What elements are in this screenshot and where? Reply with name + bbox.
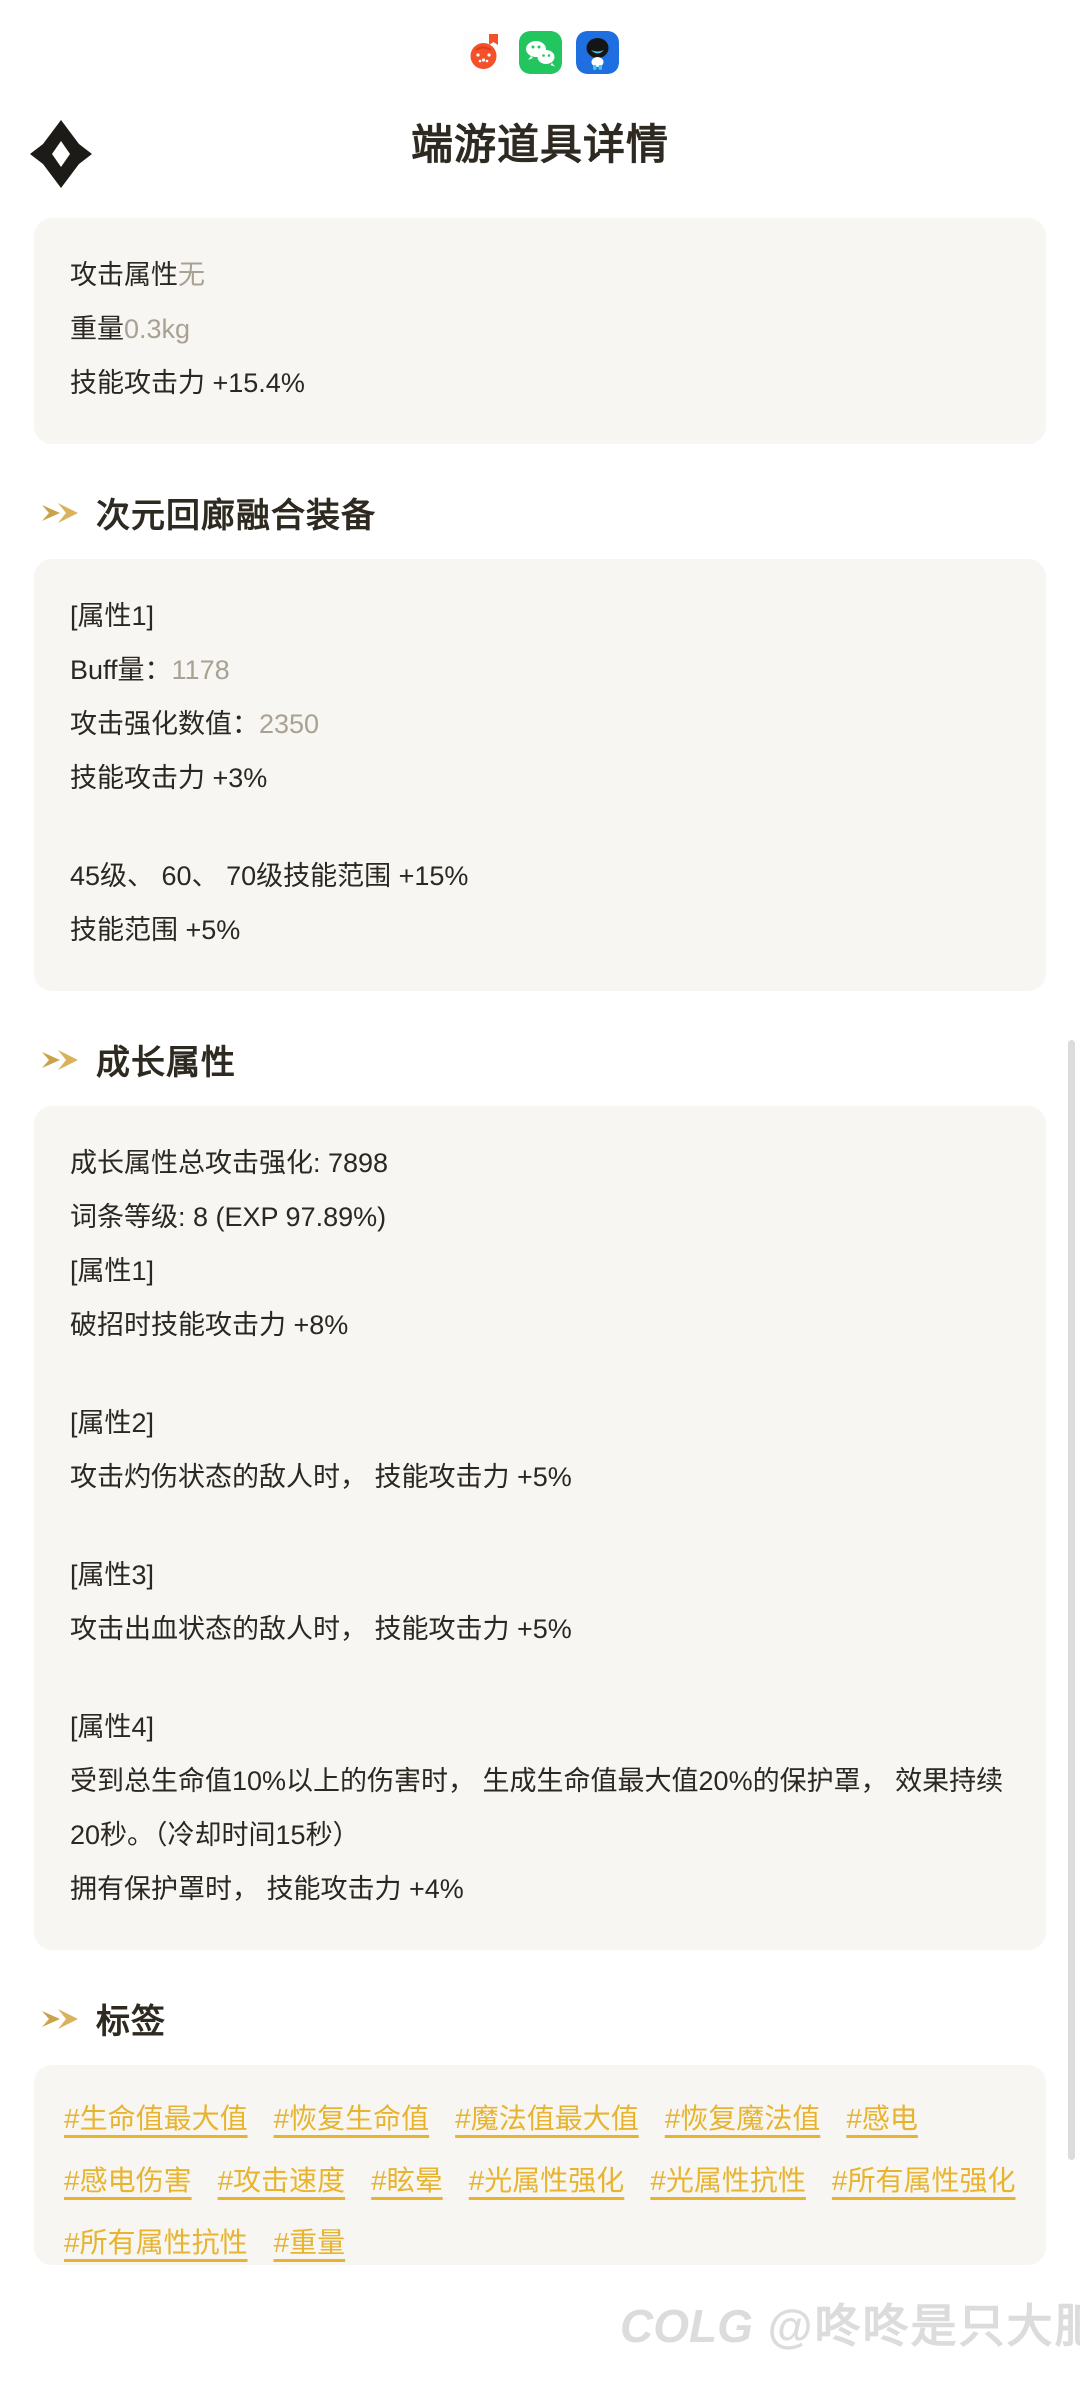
section-header-tags: 标签 (40, 1994, 1080, 2043)
attribute-label: 45级、 60、 70级技能范围 +15% (70, 861, 469, 891)
attribute-label: [属性1] (70, 1256, 155, 1286)
attribute-line: 技能攻击力 +3% (70, 751, 1010, 805)
attribute-value: 无 (178, 260, 205, 290)
tag-chip[interactable]: #重量 (273, 2227, 346, 2258)
block-spacer (70, 1504, 1010, 1548)
base-attributes-card: 攻击属性无 重量0.3kg 技能攻击力 +15.4% (34, 218, 1046, 444)
attribute-label: Buff量： (70, 655, 172, 685)
attribute-line: [属性1] (70, 1244, 1010, 1298)
section-title-text: 次元回廊融合装备 (96, 497, 376, 535)
attribute-line: 攻击灼伤状态的敌人时， 技能攻击力 +5% (70, 1450, 1010, 1504)
attribute-label: 破招时技能攻击力 +8% (70, 1310, 349, 1340)
section-header-dimension-corridor: 次元回廊融合装备 (40, 488, 1080, 537)
tag-chip[interactable]: #眩晕 (371, 2165, 443, 2196)
attribute-line: 拥有保护罩时， 技能攻击力 +4% (70, 1862, 1010, 1916)
double-chevron-right-icon (40, 2004, 80, 2034)
attribute-value: 0.3kg (124, 314, 191, 344)
attribute-line: [属性4] (70, 1700, 1010, 1754)
block-spacer (70, 1656, 1010, 1700)
tag-chip[interactable]: #攻击速度 (217, 2165, 346, 2196)
tag-chip[interactable]: #所有属性强化 (831, 2165, 1016, 2196)
attribute-line: 攻击属性无 (70, 248, 1010, 302)
dimension-corridor-card: [属性1] Buff量：1178 攻击强化数值：2350 技能攻击力 +3% 4… (34, 559, 1046, 991)
attribute-label: 攻击属性 (70, 260, 178, 290)
attribute-line: [属性2] (70, 1396, 1010, 1450)
tag-chip[interactable]: #魔法值最大值 (455, 2103, 639, 2134)
app-icon-colg[interactable] (575, 30, 619, 74)
section-title-text: 标签 (96, 2003, 166, 2041)
tag-chip[interactable]: #所有属性抗性 (64, 2227, 248, 2258)
block-spacer (70, 1352, 1010, 1396)
double-chevron-right-icon (40, 498, 80, 528)
attribute-line: 攻击出血状态的敌人时， 技能攻击力 +5% (70, 1602, 1010, 1656)
attribute-label: 攻击灼伤状态的敌人时， 技能攻击力 +5% (70, 1462, 572, 1492)
attribute-label: [属性2] (70, 1408, 155, 1438)
attribute-line: 受到总生命值10%以上的伤害时， 生成生命值最大值20%的保护罩， 效果持续20… (70, 1754, 1010, 1862)
diamond-star-logo-icon (30, 118, 92, 190)
tag-chip[interactable]: #感电伤害 (64, 2165, 192, 2196)
page-title: 端游道具详情 (410, 121, 669, 168)
attribute-label: [属性3] (70, 1560, 155, 1590)
tag-chip[interactable]: #恢复魔法值 (664, 2103, 821, 2134)
attribute-label: 技能攻击力 +15.4% (70, 368, 305, 398)
tag-chip[interactable]: #感电 (846, 2103, 918, 2134)
attribute-label: 词条等级: 8 (EXP 97.89%) (70, 1202, 387, 1232)
attribute-line: Buff量：1178 (70, 643, 1010, 697)
app-icon-wechat[interactable] (518, 30, 562, 74)
attribute-label: 攻击强化数值： (70, 709, 259, 739)
attribute-label: 成长属性总攻击强化: 7898 (70, 1148, 389, 1178)
block-spacer (70, 805, 1010, 849)
attribute-line: [属性3] (70, 1548, 1010, 1602)
attribute-label: 拥有保护罩时， 技能攻击力 +4% (70, 1874, 464, 1904)
tag-chip[interactable]: #生命值最大值 (64, 2103, 248, 2134)
attribute-line: 技能攻击力 +15.4% (70, 356, 1010, 410)
attribute-line: 重量0.3kg (70, 302, 1010, 356)
attribute-label: [属性1] (70, 601, 155, 631)
page-header: 端游道具详情 (0, 112, 1080, 198)
attribute-label: 技能攻击力 +3% (70, 763, 268, 793)
attribute-value: 1178 (171, 655, 230, 685)
attribute-line: [属性1] (70, 589, 1010, 643)
vertical-scrollbar[interactable] (1068, 1040, 1075, 2160)
tag-chip[interactable]: #光属性抗性 (650, 2165, 806, 2196)
tags-card: #生命值最大值 #恢复生命值 #魔法值最大值 #恢复魔法值 #感电 #感电伤害 … (34, 2065, 1046, 2265)
attribute-line: 破招时技能攻击力 +8% (70, 1298, 1010, 1352)
attribute-line: 攻击强化数值：2350 (70, 697, 1010, 751)
app-icon-strip (0, 22, 1080, 82)
attribute-line: 成长属性总攻击强化: 7898 (70, 1136, 1010, 1190)
attribute-label: 重量 (70, 314, 124, 344)
growth-attributes-card: 成长属性总攻击强化: 7898 词条等级: 8 (EXP 97.89%) [属性… (34, 1106, 1046, 1950)
section-header-growth-attributes: 成长属性 (40, 1035, 1080, 1084)
tag-chip[interactable]: #光属性强化 (468, 2165, 625, 2196)
app-icon-tomato[interactable] (461, 30, 505, 74)
tag-chip[interactable]: #恢复生命值 (273, 2103, 430, 2134)
attribute-line: 词条等级: 8 (EXP 97.89%) (70, 1190, 1010, 1244)
double-chevron-right-icon (40, 1045, 80, 1075)
attribute-label: 攻击出血状态的敌人时， 技能攻击力 +5% (70, 1614, 572, 1644)
content-scroll-area[interactable]: 攻击属性无 重量0.3kg 技能攻击力 +15.4% 次元回廊融合装备 [属性1… (0, 218, 1080, 2400)
attribute-line: 45级、 60、 70级技能范围 +15% (70, 849, 1010, 903)
attribute-line: 技能范围 +5% (70, 903, 1010, 957)
section-title-text: 成长属性 (96, 1044, 236, 1082)
attribute-label: 技能范围 +5% (70, 915, 241, 945)
attribute-label: [属性4] (70, 1712, 155, 1742)
attribute-value: 2350 (259, 709, 320, 739)
attribute-label: 受到总生命值10%以上的伤害时， 生成生命值最大值20%的保护罩， 效果持续20… (70, 1766, 1004, 1850)
